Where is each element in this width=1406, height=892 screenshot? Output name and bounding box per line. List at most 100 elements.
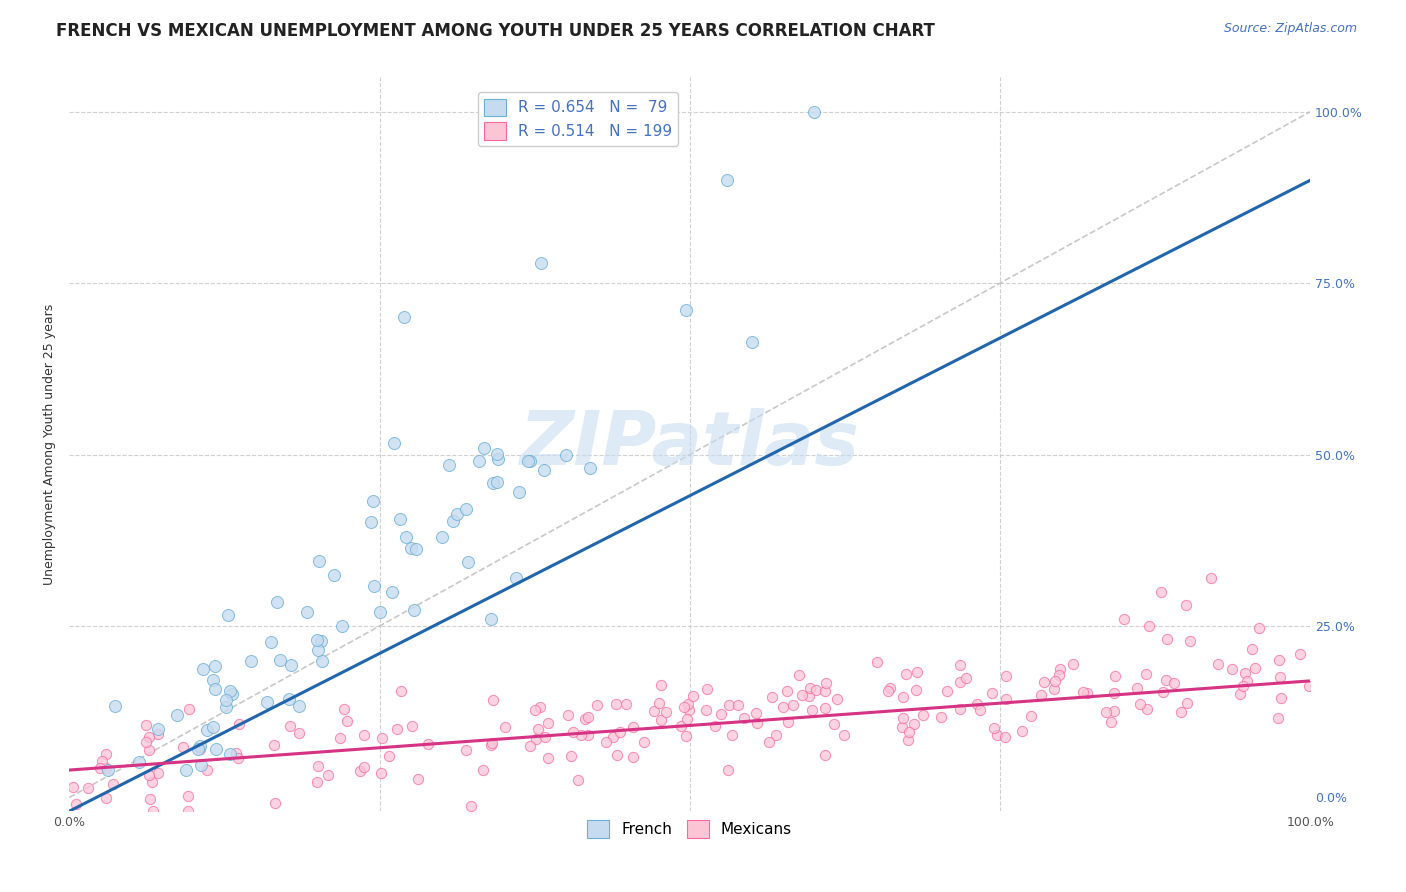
Point (186, 742, 208, 756)
Point (1129, 697, 1152, 711)
Point (264, 796, 287, 810)
Point (138, 730, 160, 744)
Point (481, 736, 503, 750)
Point (696, 681, 718, 696)
Point (614, 697, 637, 711)
Point (1125, 681, 1147, 695)
Point (621, 720, 644, 734)
Point (505, 571, 527, 585)
Point (280, 658, 302, 673)
Point (595, 735, 617, 749)
Point (562, 725, 585, 739)
Point (311, 654, 333, 668)
Point (177, 804, 200, 818)
Point (891, 690, 914, 704)
Point (633, 735, 655, 749)
Point (529, 699, 551, 714)
Point (554, 448, 576, 462)
Point (782, 698, 804, 713)
Point (949, 702, 972, 716)
Point (394, 310, 416, 325)
Point (288, 725, 311, 739)
Point (96, 747, 118, 761)
Point (494, 719, 516, 733)
Point (1062, 657, 1084, 672)
Point (912, 707, 935, 722)
Point (382, 435, 405, 450)
Point (1268, 653, 1291, 667)
Point (745, 716, 768, 731)
Point (89, 761, 111, 775)
Point (454, 743, 477, 757)
Point (135, 735, 157, 749)
Point (1206, 657, 1229, 671)
Point (994, 669, 1017, 683)
Point (1154, 673, 1177, 688)
Point (141, 775, 163, 789)
Point (519, 739, 541, 753)
Point (536, 715, 558, 730)
Legend: French, Mexicans: French, Mexicans (581, 814, 799, 844)
Point (406, 772, 429, 786)
Point (897, 732, 920, 747)
Point (138, 768, 160, 782)
Point (1102, 685, 1125, 699)
Point (1102, 704, 1125, 718)
Point (717, 763, 740, 777)
Point (260, 635, 283, 649)
Point (567, 772, 589, 787)
Point (215, 693, 238, 707)
Point (486, 447, 509, 461)
Point (482, 693, 505, 707)
Point (776, 684, 799, 698)
Point (361, 493, 384, 508)
Point (418, 737, 440, 751)
Point (1152, 685, 1174, 699)
Point (537, 751, 560, 765)
Point (517, 454, 540, 468)
Point (1136, 702, 1159, 716)
Point (87, 824, 110, 838)
Point (983, 721, 1005, 735)
Point (204, 742, 226, 756)
Point (318, 767, 340, 781)
Point (650, 713, 672, 727)
Point (1099, 715, 1122, 730)
Point (897, 725, 920, 739)
Point (804, 683, 827, 698)
Point (176, 763, 198, 777)
Point (389, 684, 412, 698)
Point (519, 453, 541, 467)
Point (363, 579, 385, 593)
Point (703, 719, 725, 733)
Point (486, 475, 509, 490)
Point (955, 672, 977, 686)
Point (527, 722, 550, 736)
Point (103, 776, 125, 790)
Point (1135, 667, 1157, 681)
Point (876, 684, 898, 698)
Point (741, 335, 763, 350)
Point (569, 728, 592, 742)
Point (669, 719, 692, 733)
Point (139, 792, 162, 806)
Point (994, 731, 1017, 745)
Point (1095, 705, 1118, 719)
Point (401, 719, 423, 733)
Point (1011, 723, 1033, 738)
Point (217, 608, 239, 623)
Point (675, 729, 697, 743)
Point (62, 780, 84, 794)
Point (215, 700, 238, 714)
Point (1156, 632, 1178, 647)
Point (761, 690, 783, 705)
Point (202, 720, 225, 734)
Point (966, 698, 988, 712)
Point (228, 716, 250, 731)
Point (94, 790, 117, 805)
Point (803, 104, 825, 119)
Point (472, 441, 495, 455)
Point (574, 712, 596, 726)
Point (333, 701, 356, 715)
Point (1163, 676, 1185, 690)
